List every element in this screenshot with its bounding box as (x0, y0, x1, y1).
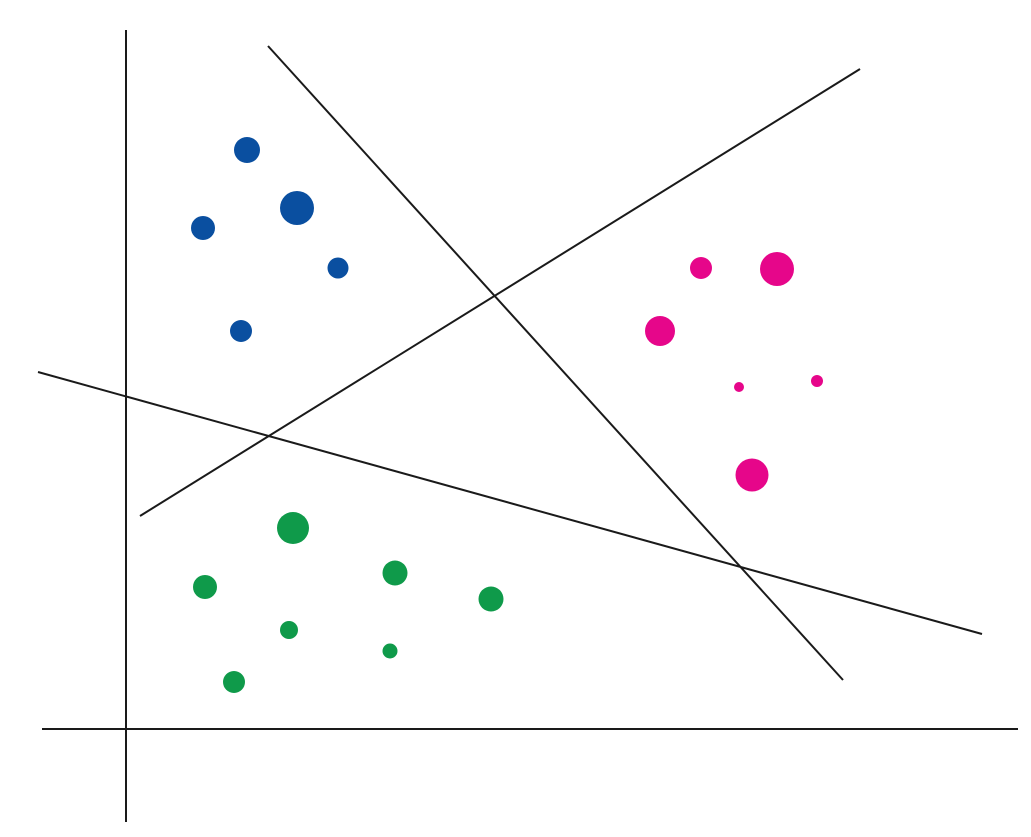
blue-class-points (191, 137, 349, 342)
separator-line-rising (139, 68, 861, 517)
green-class-point-7 (223, 671, 245, 693)
green-class-point-5 (280, 621, 298, 639)
blue-class-point-4 (327, 257, 349, 279)
pink-class-point-3 (645, 316, 675, 346)
pink-class-point-1 (690, 257, 712, 279)
green-class-point-6 (382, 643, 398, 659)
green-class-point-4 (478, 586, 504, 612)
green-class-point-3 (193, 575, 217, 599)
pink-class-point-5 (811, 375, 823, 387)
blue-class-point-5 (230, 320, 252, 342)
pink-class-point-6 (735, 458, 769, 492)
pink-class-points (645, 252, 823, 492)
green-class-points (193, 512, 504, 693)
green-class-point-1 (277, 512, 309, 544)
pink-class-point-2 (760, 252, 794, 286)
blue-class-point-2 (280, 191, 314, 225)
separator-line-shallow (37, 371, 983, 635)
green-class-point-2 (382, 560, 408, 586)
blue-class-point-1 (234, 137, 260, 163)
pink-class-point-4 (734, 382, 744, 392)
separator-line-steep (267, 45, 844, 681)
blue-class-point-3 (191, 216, 215, 240)
